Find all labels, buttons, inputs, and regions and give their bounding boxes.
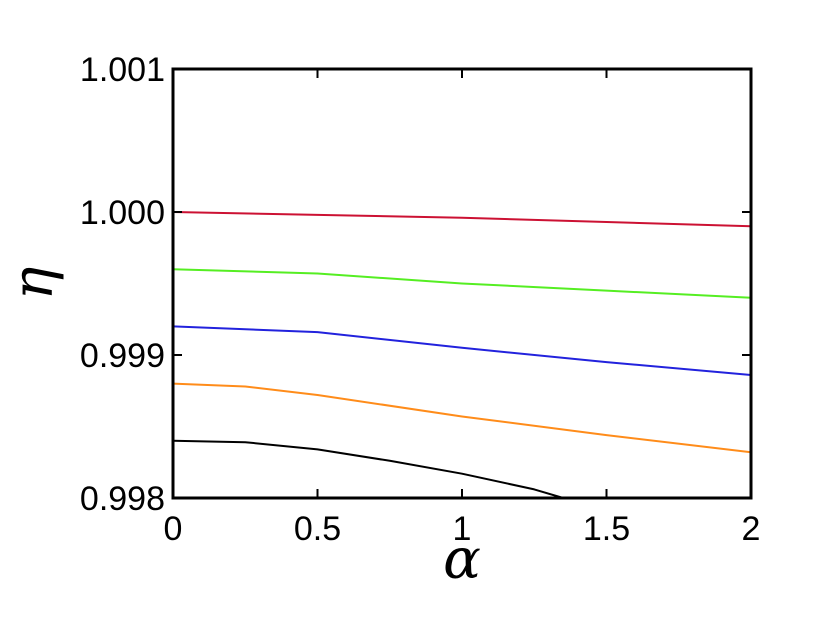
x-tick-label: 0.5 (294, 510, 341, 548)
x-tick-label: 2 (742, 510, 761, 548)
x-tick-label: 0 (164, 510, 183, 548)
series-line-5 (173, 439, 564, 498)
series-line-2 (173, 268, 751, 299)
plot-area-frame (171, 67, 753, 500)
series-line-4 (173, 382, 751, 454)
series-line-1 (173, 211, 751, 228)
series-layer (173, 211, 751, 498)
y-tick-label: 1.000 (80, 194, 165, 232)
x-tick-label: 1.5 (583, 510, 630, 548)
series-line-3 (173, 325, 751, 376)
y-tick-label: 1.001 (80, 51, 165, 89)
y-axis-label: η (1, 267, 66, 301)
y-tick-label: 0.999 (80, 337, 165, 375)
x-tick-label: 1 (453, 510, 472, 548)
y-tick-label: 0.998 (80, 480, 165, 518)
labels-layer: 0 0.5 1 1.5 2 0.998 0.999 1.000 1.001 (80, 51, 761, 548)
x-axis-label: α (443, 527, 481, 592)
